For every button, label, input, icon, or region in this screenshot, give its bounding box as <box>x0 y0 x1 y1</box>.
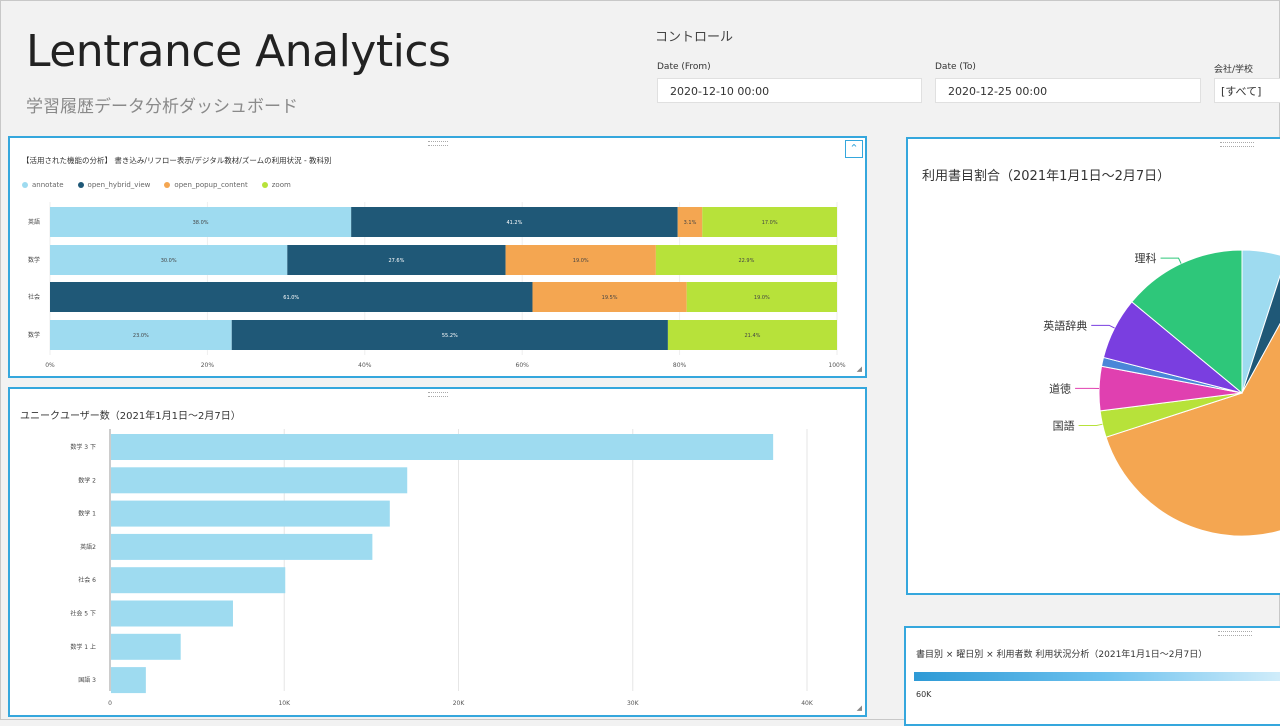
pie-chart: 国語 道徳 英語辞典 理科 <box>908 139 1280 593</box>
slice-label: 国語 <box>1053 419 1075 433</box>
slice-label: 道徳 <box>1049 381 1071 395</box>
app-title: Lentrance Analytics <box>26 26 450 77</box>
data-label: 55.2% <box>442 333 458 339</box>
data-label: 38.0% <box>193 220 209 226</box>
app-subtitle: 学習履歴データ分析ダッシュボード <box>26 92 298 117</box>
y-tick-label: 数学 <box>28 331 40 339</box>
y-tick-label: 英語 <box>28 218 40 226</box>
leader-line <box>1091 325 1114 328</box>
book-share-panel[interactable]: 利用書目割合（2021年1月1日～2月7日） 国語道徳英語辞典理科 <box>906 137 1280 595</box>
bar <box>111 534 372 560</box>
data-label: 21.4% <box>745 333 761 339</box>
x-tick-label: 0% <box>45 362 55 369</box>
x-tick-label: 20K <box>453 700 466 707</box>
leader-line <box>1079 424 1103 425</box>
horizontal-bar-chart: 0 10K 20K 30K 40K 数学 3 下数学 2 数学 1 英語2 社会 6 社会 5 下… <box>10 389 865 715</box>
y-tick-label: 数学 <box>28 256 40 264</box>
x-tick-label: 100% <box>828 362 845 369</box>
x-tick-label: 30K <box>627 700 640 707</box>
y-tick-label: 数学 3 下 <box>70 443 96 451</box>
feature-usage-panel[interactable]: 【活用された機能の分析】 書き込み/リフロー表示/デジタル教材/ズームの利用状況… <box>8 136 867 378</box>
data-label: 22.9% <box>738 258 754 264</box>
x-tick-label: 40K <box>801 700 814 707</box>
data-label: 17.0% <box>762 220 778 226</box>
x-tick-label: 0 <box>108 700 112 707</box>
drag-handle[interactable] <box>1218 631 1252 636</box>
data-label: 41.2% <box>506 220 522 226</box>
company-label: 会社/学校 <box>1214 62 1253 75</box>
bar <box>111 567 285 593</box>
slice-label: 英語辞典 <box>1043 318 1087 332</box>
slice-label: 理科 <box>1135 251 1157 265</box>
y-tick-label: 国語 3 <box>78 676 96 684</box>
leader-line <box>1161 258 1182 263</box>
resize-handle[interactable]: ◢ <box>857 704 862 712</box>
y-tick-label: 社会 5 下 <box>70 610 96 618</box>
data-label: 3.1% <box>684 220 697 226</box>
date-from-input[interactable]: 2020-12-10 00:00 <box>657 78 922 103</box>
x-tick-label: 60% <box>516 362 530 369</box>
y-tick-label: 数学 1 上 <box>70 643 96 651</box>
resize-handle[interactable]: ◢ <box>857 365 862 373</box>
x-tick-label: 10K <box>278 700 291 707</box>
bar <box>111 601 233 627</box>
data-label: 30.0% <box>161 258 177 264</box>
bar <box>111 501 390 527</box>
x-tick-label: 80% <box>673 362 687 369</box>
y-tick-label: 数学 1 <box>78 510 96 518</box>
data-label: 61.0% <box>283 295 299 301</box>
company-select[interactable]: [すべて] <box>1214 78 1280 103</box>
x-tick-label: 40% <box>358 362 372 369</box>
y-tick-label: 社会 6 <box>78 576 96 584</box>
date-from-label: Date (From) <box>657 62 711 72</box>
data-label: 19.0% <box>573 258 589 264</box>
controls-title: コントロール <box>655 26 733 45</box>
y-tick-label: 社会 <box>28 293 40 301</box>
data-label: 23.0% <box>133 333 149 339</box>
heatmap-panel[interactable]: 書目別 × 曜日別 × 利用者数 利用状況分析（2021年1月1日～2月7日） … <box>904 626 1280 726</box>
date-to-label: Date (To) <box>935 62 976 72</box>
data-label: 19.0% <box>754 295 770 301</box>
data-label: 19.5% <box>602 295 618 301</box>
color-scale-max-label: 60K <box>916 690 931 699</box>
data-label: 27.6% <box>388 258 404 264</box>
date-to-input[interactable]: 2020-12-25 00:00 <box>935 78 1201 103</box>
panel-title: 書目別 × 曜日別 × 利用者数 利用状況分析（2021年1月1日～2月7日） <box>916 647 1207 660</box>
x-tick-label: 20% <box>201 362 215 369</box>
color-scale-bar <box>914 672 1280 681</box>
y-tick-label: 英語2 <box>80 543 96 551</box>
bar <box>111 667 146 693</box>
bar <box>111 634 181 660</box>
bar <box>111 434 773 460</box>
stacked-bar-chart: 0% 20% 40% 60% 80% 100% 英語 38.0% 41.2% 3.1% 17.0% 数… <box>10 138 865 376</box>
y-tick-label: 数学 2 <box>78 476 96 484</box>
bar <box>111 467 407 493</box>
